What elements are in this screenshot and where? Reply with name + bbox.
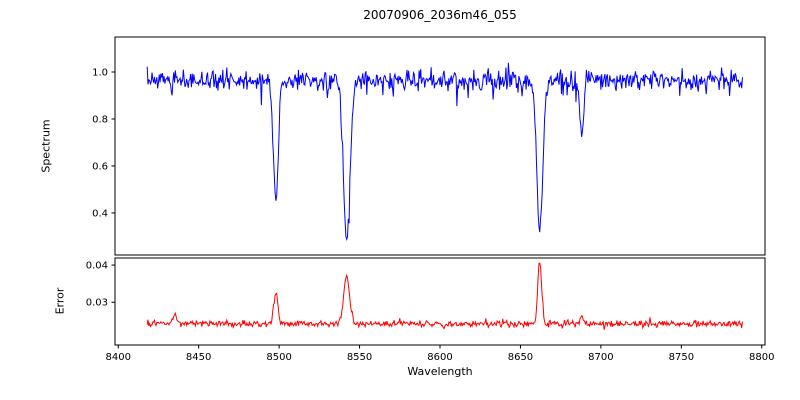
y-tick-label: 1.0 <box>92 68 108 79</box>
error-line <box>146 262 743 330</box>
x-axis-label: Wavelength <box>407 365 473 378</box>
y-tick-label: 0.8 <box>92 114 108 125</box>
x-tick-label: 8500 <box>266 352 291 363</box>
x-tick-label: 8400 <box>105 352 130 363</box>
x-tick-label: 8800 <box>749 352 774 363</box>
spectrum-line <box>146 62 743 241</box>
x-tick-label: 8450 <box>186 352 211 363</box>
y-tick-label: 0.6 <box>92 161 108 172</box>
spectrum-axes-box <box>114 36 766 256</box>
error-panel: 0.03 0.04 8400 8450 8500 8550 8600 8650 8700 8750… <box>86 257 775 363</box>
y-tick-label: 0.03 <box>86 298 108 309</box>
spectrum-y-ticks: 0.4 0.6 0.8 1.0 <box>92 68 115 219</box>
x-tick-label: 8700 <box>588 352 613 363</box>
x-tick-label: 8600 <box>427 352 452 363</box>
x-tick-label: 8550 <box>347 352 372 363</box>
x-tick-label: 8650 <box>508 352 533 363</box>
error-axes-box <box>114 257 766 346</box>
y-tick-label: 0.4 <box>92 208 108 219</box>
x-tick-label: 8750 <box>669 352 694 363</box>
chart-title: 20070906_2036m46_055 <box>363 8 517 22</box>
spectrum-panel: 0.4 0.6 0.8 1.0 <box>92 36 766 256</box>
error-y-ticks: 0.03 0.04 <box>86 261 115 309</box>
y-tick-label: 0.04 <box>86 261 108 272</box>
x-axis-ticks: 8400 8450 8500 8550 8600 8650 8700 8750 8800 <box>105 345 775 363</box>
